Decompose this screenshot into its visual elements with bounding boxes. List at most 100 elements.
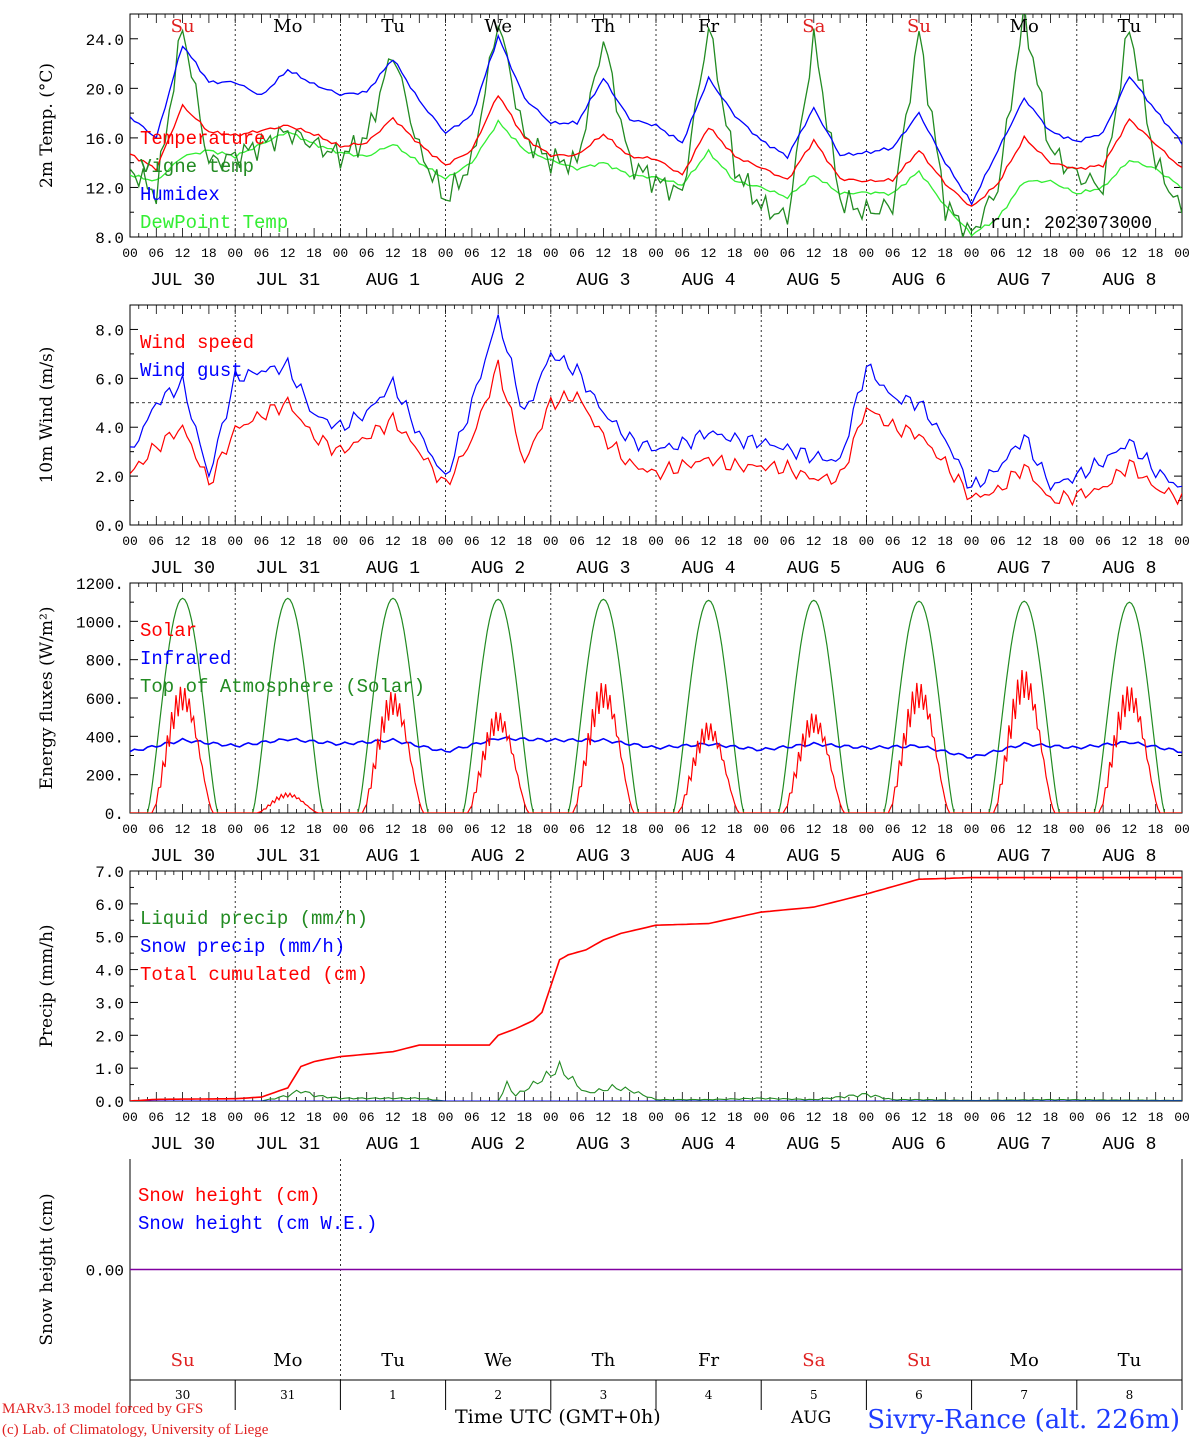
hour-tick-label: 18: [411, 1110, 427, 1125]
hour-tick-label: 12: [1122, 534, 1138, 549]
legend-entry: Temperature: [140, 128, 265, 150]
weekday-label: Tu: [381, 1350, 405, 1371]
day-label: AUG 8: [1102, 559, 1156, 579]
hour-tick-label: 00: [753, 822, 769, 837]
hour-tick-label: 00: [1174, 822, 1190, 837]
day-label: AUG 5: [787, 271, 841, 291]
hour-tick-label: 18: [517, 534, 533, 549]
weekday-label: Tu: [381, 16, 405, 37]
hour-tick-label: 18: [411, 534, 427, 549]
y-tick-label: 1200.: [76, 576, 124, 594]
hour-tick-label: 12: [701, 1110, 717, 1125]
hour-tick-label: 06: [569, 534, 585, 549]
hour-tick-label: 06: [1095, 246, 1111, 261]
hour-tick-label: 06: [148, 534, 164, 549]
line-solar: [130, 670, 1182, 813]
hour-tick-label: 12: [280, 534, 296, 549]
line-infrared: [130, 736, 1182, 759]
hour-tick-label: 12: [175, 822, 191, 837]
hour-tick-label: 00: [122, 1110, 138, 1125]
hour-tick-label: 18: [622, 822, 638, 837]
y-tick-label: 200.: [86, 768, 124, 786]
hour-tick-label: 18: [727, 246, 743, 261]
hour-tick-label: 12: [806, 1110, 822, 1125]
hour-tick-label: 12: [701, 246, 717, 261]
hour-tick-label: 00: [227, 1110, 243, 1125]
weekday-label: Su: [171, 1350, 195, 1371]
hour-tick-label: 06: [674, 246, 690, 261]
day-number: 1: [389, 1388, 397, 1402]
hour-tick-label: 12: [1122, 246, 1138, 261]
hour-tick-label: 06: [1095, 1110, 1111, 1125]
panel-5: 0.00 Snow height (cm): [37, 1159, 1183, 1410]
hour-tick-label: 00: [1069, 1110, 1085, 1125]
hour-tick-label: 12: [596, 822, 612, 837]
line-liquid-precip-mm-h-: [130, 1059, 1182, 1101]
day-label: AUG 4: [682, 559, 736, 579]
legend-1: Temperature Vigne temp Humidex DewPoint Tem…: [140, 128, 288, 234]
y-tick-label: 4.0: [95, 963, 124, 981]
hour-tick-label: 06: [359, 534, 375, 549]
y-tick-label: 600.: [86, 691, 124, 709]
legend-entry: Vigne temp: [140, 156, 254, 178]
y-tick-label: 8.0: [95, 322, 124, 340]
hour-tick-label: 06: [1095, 822, 1111, 837]
y-tick-label: 2.0: [95, 1028, 124, 1046]
hour-tick-label: 00: [648, 1110, 664, 1125]
hour-tick-label: 18: [306, 822, 322, 837]
hour-tick-label: 12: [911, 822, 927, 837]
day-label: AUG 5: [787, 559, 841, 579]
hour-tick-label: 12: [175, 246, 191, 261]
hour-tick-label: 18: [1148, 822, 1164, 837]
legend-3: Solar Infrared Top of Atmosphere (Solar): [140, 620, 425, 698]
time-axis-4: 00 06 12 18 00 06 12 18 00 06 12 18 00 06 12 18 00 06 12 18…: [122, 1110, 1190, 1155]
weekday-label: Mo: [273, 1350, 302, 1371]
hour-tick-label: 18: [727, 534, 743, 549]
day-label: AUG 4: [682, 271, 736, 291]
hour-tick-label: 18: [1043, 534, 1059, 549]
legend-entry: Infrared: [140, 648, 231, 670]
day-label: JUL 30: [150, 559, 215, 579]
hour-tick-label: 18: [517, 246, 533, 261]
legend-entry: Total cumulated (cm): [140, 964, 368, 986]
weekday-label: Sa: [802, 16, 825, 37]
day-label: AUG 2: [471, 1135, 525, 1155]
y-axis-label: Snow height (cm): [37, 1193, 57, 1345]
energy-series: [130, 597, 1182, 813]
legend-entry: Solar: [140, 620, 197, 642]
day-label: AUG 7: [997, 1135, 1051, 1155]
day-label: AUG 1: [366, 1135, 420, 1155]
day-label: AUG 6: [892, 1135, 946, 1155]
x-axis-title: Time UTC (GMT+0h): [455, 1406, 661, 1428]
day-label: AUG 3: [576, 847, 630, 867]
hour-tick-label: 00: [1174, 534, 1190, 549]
hour-tick-label: 06: [254, 534, 270, 549]
hour-tick-label: 18: [1043, 822, 1059, 837]
day-number: 4: [705, 1388, 713, 1402]
hour-tick-label: 18: [411, 246, 427, 261]
hour-tick-label: 00: [543, 534, 559, 549]
wind-series: [130, 314, 1182, 507]
line-wind-gust: [130, 314, 1182, 492]
weekday-label: Su: [171, 16, 195, 37]
hour-tick-label: 06: [464, 1110, 480, 1125]
hour-tick-label: 06: [569, 1110, 585, 1125]
day-number: 5: [810, 1388, 818, 1402]
hour-tick-label: 00: [1069, 822, 1085, 837]
hour-tick-label: 18: [937, 1110, 953, 1125]
hour-tick-label: 00: [1069, 246, 1085, 261]
hour-tick-label: 00: [122, 246, 138, 261]
hour-tick-label: 12: [385, 534, 401, 549]
hour-tick-label: 18: [517, 1110, 533, 1125]
day-label: AUG 5: [787, 1135, 841, 1155]
day-label: AUG 8: [1102, 847, 1156, 867]
day-label: AUG 7: [997, 559, 1051, 579]
hour-tick-label: 12: [911, 534, 927, 549]
legend-entry: Snow height (cm W.E.): [138, 1213, 377, 1235]
legend-2: Wind speed Wind gust: [140, 332, 254, 382]
hour-tick-label: 18: [937, 246, 953, 261]
hour-tick-label: 00: [964, 1110, 980, 1125]
run-label: run: 2023073000: [990, 214, 1152, 234]
hour-tick-label: 00: [859, 246, 875, 261]
hour-tick-label: 18: [1148, 246, 1164, 261]
